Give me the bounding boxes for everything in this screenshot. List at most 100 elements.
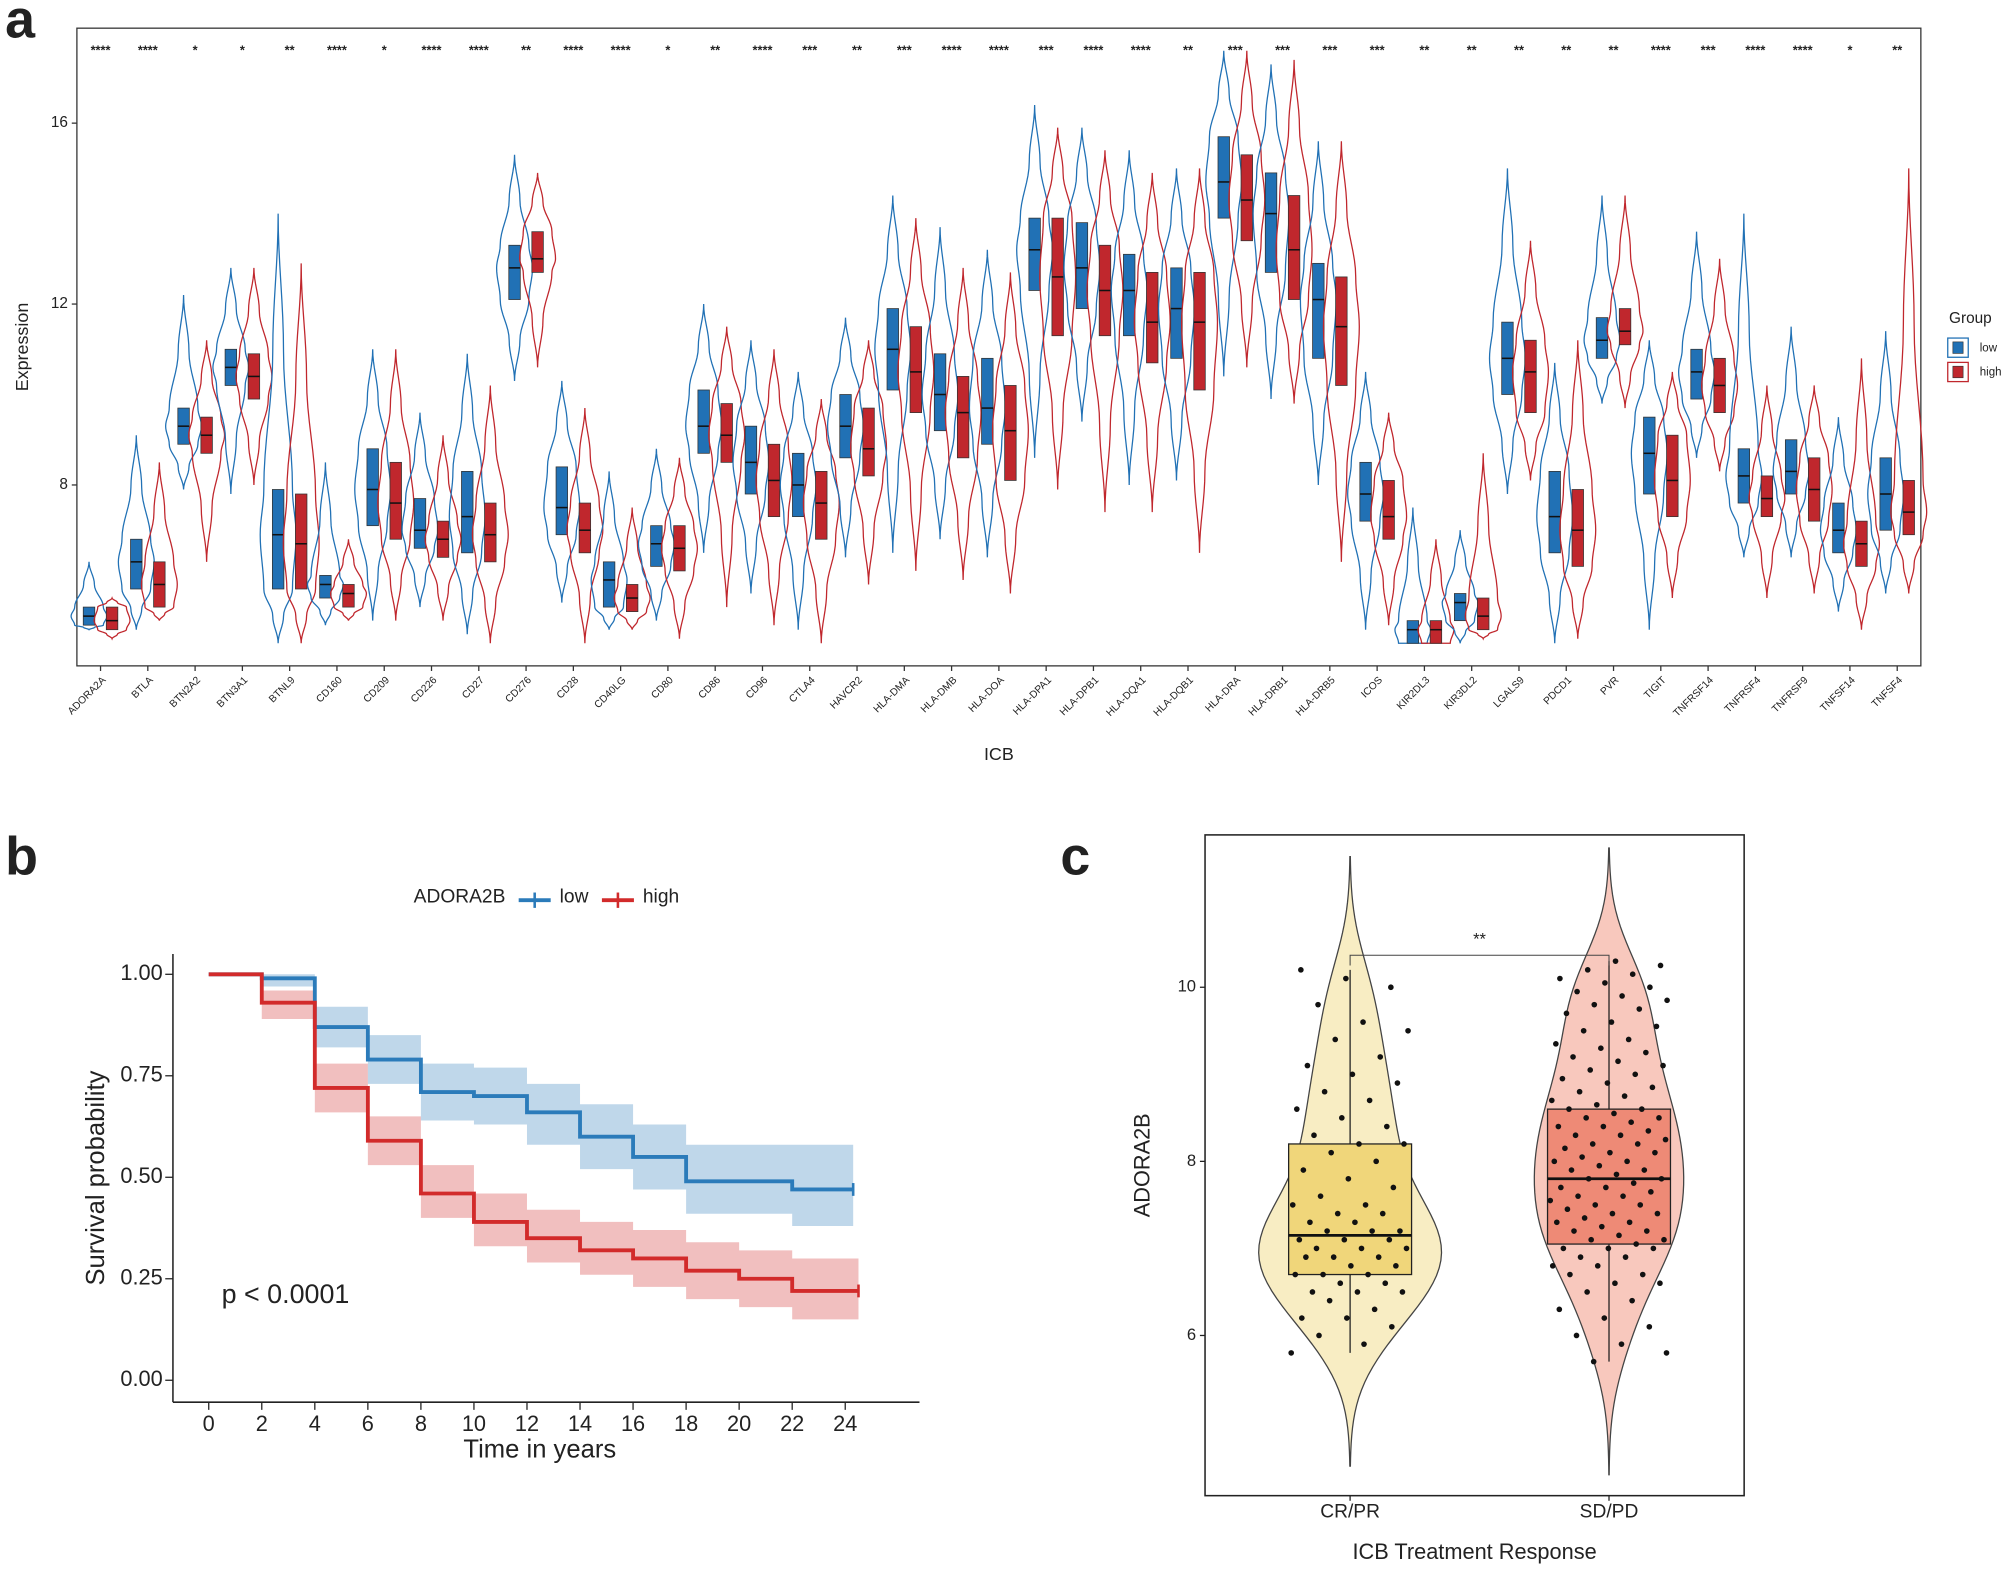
violin [471,385,509,644]
x-tick-label: BTNL9 [267,675,298,706]
box [1217,136,1230,219]
box [1546,1108,1672,1245]
x-tick-label: ADORA2A [66,675,108,717]
box [484,502,497,563]
box [602,561,616,608]
data-point [1556,1306,1563,1313]
y-tick-label: 0.25 [120,1265,162,1290]
box [1548,471,1561,554]
data-point [1587,1067,1594,1073]
violin [306,462,344,626]
violin [660,457,699,639]
x-tick-label: 6 [362,1411,374,1436]
violin [140,462,178,621]
data-point [1602,980,1608,986]
data-point [1377,1054,1384,1060]
data-point [1656,1115,1662,1121]
violin [1606,195,1644,409]
data-point [1591,1001,1598,1008]
violin [1016,105,1054,458]
x-tick-label: TIGIT [1642,674,1669,701]
data-point [1574,988,1580,995]
confidence-band [208,974,854,1226]
data-point [1348,1263,1354,1269]
x-tick-label: HLA-DPB1 [1058,675,1101,718]
data-point [1390,1184,1397,1191]
y-tick-label: 8 [1187,1151,1196,1170]
significance-label: ** [521,43,531,58]
box [295,493,308,590]
x-tick-label: 24 [833,1411,857,1436]
data-point [1293,1106,1300,1112]
box [1902,480,1915,536]
panel-label: c [1060,827,1090,887]
box [1146,272,1159,364]
significance-label: ** [1609,43,1619,58]
significance-label: **** [563,43,583,58]
violin [944,267,982,580]
data-point [1643,1228,1650,1234]
box [1524,339,1537,413]
data-point [1352,1219,1358,1226]
box [1335,276,1348,386]
box [1287,195,1301,300]
significance-bracket [1349,954,1610,966]
data-point [1292,1271,1299,1278]
significance-label: **** [1083,43,1103,58]
violin [1630,340,1668,630]
x-tick-label: HLA-DRB1 [1247,675,1291,719]
data-point [1625,1036,1632,1043]
data-point [1362,1202,1369,1208]
box [744,425,758,495]
box [531,231,544,273]
violin [1748,385,1786,599]
violin [424,435,462,621]
data-point [1343,975,1349,982]
data-point [1662,1136,1669,1143]
legend-swatch [1952,341,1964,354]
violin [1725,213,1763,558]
legend-label: high [1980,367,2002,379]
data-point [1576,1088,1583,1095]
data-point [1382,1280,1389,1287]
data-point [1321,1088,1328,1095]
significance-label: **** [91,43,111,58]
data-point [1592,1202,1599,1208]
data-point [1320,1271,1326,1278]
box [1193,272,1206,391]
significance-label: **** [942,43,962,58]
x-tick-label: CD160 [315,675,346,706]
box [555,466,568,536]
significance-label: * [665,43,670,58]
violin [188,340,226,562]
data-point [1660,1062,1666,1069]
data-point [1636,1006,1643,1012]
violin [235,267,273,485]
x-tick-label: HLA-DQB1 [1152,675,1196,719]
annotation: ** [1473,929,1486,948]
data-point [1581,1215,1588,1221]
violin [1299,141,1337,485]
data-point [1315,1001,1321,1008]
data-point [1612,958,1619,964]
data-point [1330,1254,1337,1260]
data-point [1356,1141,1362,1147]
violin [1322,141,1360,562]
violin [755,349,793,626]
violin [1157,168,1196,481]
data-point [1311,1132,1317,1139]
data-point [1657,1280,1663,1287]
violin [991,272,1029,594]
box [1666,434,1679,518]
legend-label: high [643,887,679,908]
data-point [1603,1184,1609,1191]
x-tick-label: CD96 [744,675,770,701]
x-tick-label: 14 [568,1411,592,1436]
significance-label: **** [1793,43,1813,58]
data-point [1573,1332,1580,1339]
data-point [1307,1219,1313,1226]
data-point [1615,1058,1621,1065]
data-point [1549,1263,1556,1269]
x-tick-label: HLA-DRA [1204,675,1244,715]
violin [1678,231,1716,458]
